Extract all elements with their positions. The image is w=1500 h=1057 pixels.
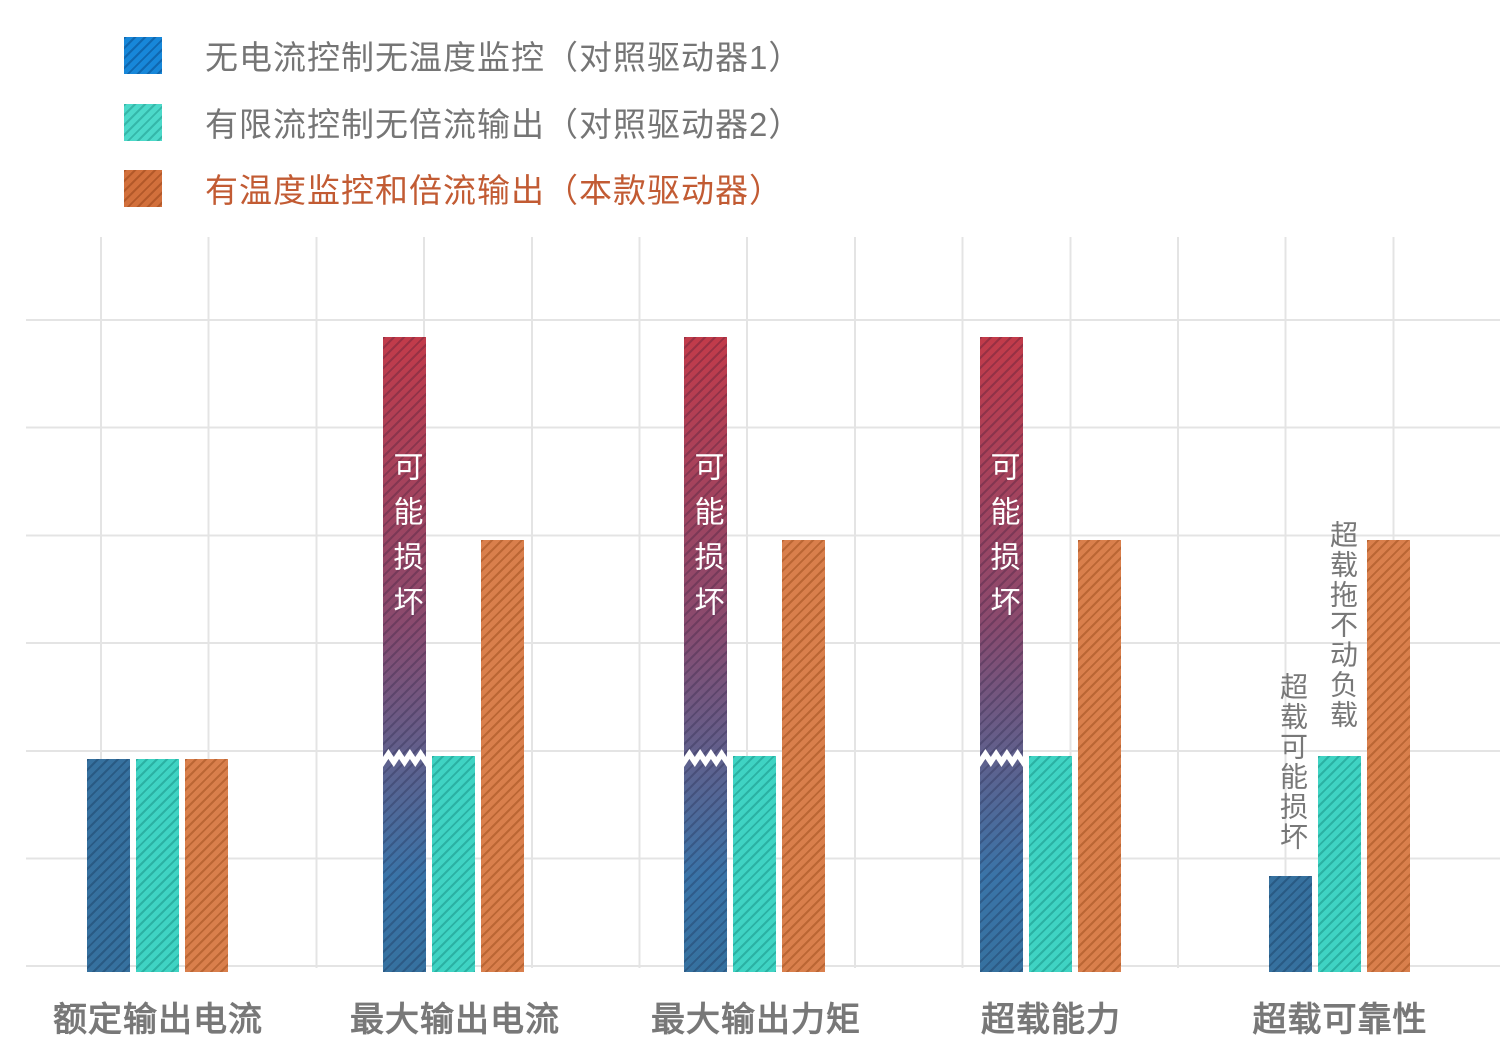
bar-orange (185, 759, 228, 972)
note-overload-cannot-drag: 超载拖不动负载 (1327, 520, 1358, 730)
category-label-overload-reliability: 超载可靠性 (1252, 1001, 1428, 1039)
break-zigzag-icon (383, 749, 426, 767)
bar-blue (1269, 876, 1312, 972)
bar-teal (1318, 756, 1361, 972)
bar-gradient: 可能损坏 (684, 337, 727, 972)
bar-gradient: 可能损坏 (980, 337, 1023, 972)
bar-orange (481, 540, 524, 972)
note-overload-may-damage: 超载可能损坏 (1277, 672, 1308, 852)
category-label-max-torque: 最大输出力矩 (651, 1001, 861, 1039)
legend-item-driver2: 有限流控制无倍流输出（对照驱动器2） (124, 98, 802, 146)
bar-orange (1078, 540, 1121, 972)
bar-annotation-may-damage: 可能损坏 (388, 451, 422, 631)
category-label-rated-current: 额定输出电流 (53, 1001, 263, 1039)
bar-teal (733, 756, 776, 972)
bar-orange (1367, 540, 1410, 972)
category-label-max-current: 最大输出电流 (350, 1001, 560, 1039)
bar-orange (782, 540, 825, 972)
bar-blue (87, 759, 130, 972)
legend-swatch-teal-icon (124, 103, 162, 141)
bar-teal (1029, 756, 1072, 972)
bar-gradient: 可能损坏 (383, 337, 426, 972)
legend-swatch-orange-icon (124, 169, 162, 207)
bar-teal (432, 756, 475, 972)
bar-annotation-may-damage: 可能损坏 (985, 451, 1019, 631)
legend-item-this-driver: 有温度监控和倍流输出（本款驱动器） (124, 164, 783, 212)
break-zigzag-icon (980, 749, 1023, 767)
legend-label-driver1: 无电流控制无温度监控（对照驱动器1） (205, 39, 803, 76)
bar-annotation-may-damage: 可能损坏 (689, 451, 723, 631)
category-label-overload-capacity: 超载能力 (981, 1001, 1121, 1039)
legend-item-driver1: 无电流控制无温度监控（对照驱动器1） (124, 31, 802, 79)
break-zigzag-icon (684, 749, 727, 767)
legend-swatch-blue-icon (124, 36, 162, 74)
legend-label-driver2: 有限流控制无倍流输出（对照驱动器2） (205, 106, 803, 143)
bar-teal (136, 759, 179, 972)
legend-label-this-driver: 有温度监控和倍流输出（本款驱动器） (205, 172, 783, 209)
